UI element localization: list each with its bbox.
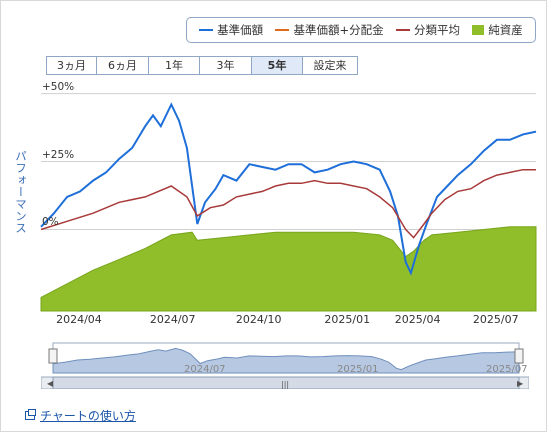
y-tick-label: +50% <box>42 80 75 93</box>
y-tick-label: +25% <box>42 148 75 161</box>
legend-label: 基準価額 <box>217 23 264 37</box>
tab-1-year[interactable]: 1年 <box>149 57 200 74</box>
x-tick-label: 2025/04 <box>394 313 441 326</box>
legend-item-nav[interactable]: 基準価額 <box>199 22 263 38</box>
tab-3-years[interactable]: 3年 <box>200 57 252 74</box>
series-line <box>40 168 536 239</box>
x-tick-label: 2024/07 <box>149 313 196 326</box>
navigator-tick: 2025/07 <box>486 364 528 375</box>
tab-5-years[interactable]: 5年 <box>252 57 303 74</box>
x-tick-label: 2025/07 <box>472 313 519 326</box>
legend: 基準価額 基準価額+分配金 分類平均 純資産 <box>186 17 536 43</box>
x-tick-label: 2025/01 <box>324 313 371 326</box>
legend-swatch <box>199 29 214 31</box>
scroll-right-arrow-icon[interactable]: ▶ <box>517 379 524 388</box>
range-navigator[interactable]: ◀ ▶ ||| 2024/07 2025/01 2025/07 <box>40 339 530 390</box>
tab-6-months[interactable]: 6ヵ月 <box>97 57 149 74</box>
x-tick-label: 2024/10 <box>235 313 282 326</box>
series-net-assets-area <box>40 226 537 312</box>
legend-item-net-assets[interactable]: 純資産 <box>472 22 523 38</box>
popup-window-icon <box>25 409 36 420</box>
period-tabs: 3ヵ月 6ヵ月 1年 3年 5年 設定来 <box>46 56 358 75</box>
legend-label: 純資産 <box>488 23 523 37</box>
chart-help-link[interactable]: チャートの使い方 <box>25 407 136 424</box>
navigator-tick: 2024/07 <box>184 364 226 375</box>
y-tick-label: 0% <box>42 216 59 229</box>
legend-swatch <box>275 29 290 31</box>
chart-frame <box>0 0 547 432</box>
tab-3-months[interactable]: 3ヵ月 <box>47 57 97 74</box>
performance-chart <box>40 93 537 312</box>
scroll-grip-icon: ||| <box>281 380 289 389</box>
legend-swatch <box>472 25 485 35</box>
navigator-left-handle[interactable] <box>48 348 58 364</box>
series-line <box>40 102 537 276</box>
x-tick-label: 2024/04 <box>56 313 102 326</box>
navigator-series <box>52 347 520 374</box>
y-axis-title: パフォーマンス <box>14 150 28 234</box>
chart-help-label: チャートの使い方 <box>40 409 136 423</box>
legend-label: 分類平均 <box>413 23 460 37</box>
navigator-right-handle[interactable] <box>514 348 524 364</box>
legend-item-category-average[interactable]: 分類平均 <box>395 22 460 38</box>
legend-swatch <box>395 29 410 31</box>
legend-item-nav-with-dividends[interactable]: 基準価額+分配金 <box>275 22 384 38</box>
scroll-left-arrow-icon[interactable]: ◀ <box>47 379 54 388</box>
navigator-tick: 2025/01 <box>337 364 379 375</box>
tab-since-inception[interactable]: 設定来 <box>313 59 347 72</box>
legend-label: 基準価額+分配金 <box>293 23 384 37</box>
